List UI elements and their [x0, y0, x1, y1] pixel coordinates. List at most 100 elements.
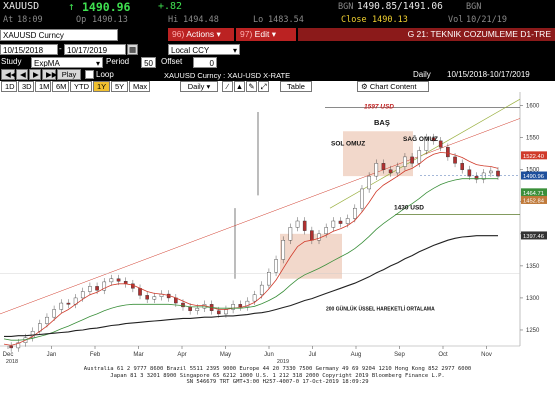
line-chart-icon[interactable]: ∕	[222, 81, 233, 92]
candle-body	[467, 169, 472, 177]
candle-body	[16, 342, 21, 349]
x-tick-label: Mar	[133, 352, 143, 358]
toolbar: XAUUSD Curncy 96) Actions ▾ 97) Edit ▾ G…	[0, 27, 555, 42]
price-chart[interactable]: 12501300135014001450150015501600DecJanFe…	[0, 92, 555, 364]
candle-body	[438, 140, 443, 148]
price-tag	[521, 195, 547, 204]
offset-input[interactable]: 0	[193, 57, 217, 68]
vol-label: Vol	[448, 15, 464, 25]
period-tab-3d[interactable]: 3D	[18, 81, 34, 92]
rewind-button[interactable]: ◀◀	[1, 69, 17, 80]
period-tab-5y[interactable]: 5Y	[111, 81, 128, 92]
start-date-input[interactable]: 10/15/2018	[0, 44, 58, 55]
chart-title: G 21: TEKNIK COZUMLEME D1-TRE	[298, 28, 555, 41]
x-tick-label: Feb	[90, 352, 101, 358]
footer-line-2: Japan 81 3 3201 8900 Singapore 65 6212 1…	[110, 372, 445, 379]
step-back-button[interactable]: ◀	[16, 69, 28, 80]
period-tab-1d[interactable]: 1D	[1, 81, 17, 92]
price-tag-label: 1490.96	[523, 174, 544, 180]
candle-body	[417, 150, 422, 164]
calendar-icon[interactable]: ▦	[127, 44, 138, 55]
ema-annotation: 200 GÜNLÜK ÜSSEL HAREKETLİ ORTALAMA	[326, 306, 435, 313]
candle-body	[331, 220, 336, 228]
end-date-input[interactable]: 10/17/2019	[64, 44, 126, 55]
period-tab-1y[interactable]: 1Y	[93, 81, 110, 92]
x-tick-label: Jul	[309, 352, 317, 358]
expand-icon[interactable]: ⤢	[258, 81, 269, 92]
candle-body	[188, 306, 192, 311]
x-tick-label: Apr	[177, 352, 186, 358]
price-change: +.82	[158, 1, 183, 12]
period-tab-ytd[interactable]: YTD	[70, 81, 92, 92]
loop-label: Loop	[96, 70, 114, 79]
candle-body	[259, 284, 264, 295]
bid-ask: 1490.85/1491.06	[357, 1, 443, 12]
area-chart-icon[interactable]: ▲	[234, 81, 245, 92]
offset-label: Offset	[161, 57, 183, 66]
actions-menu[interactable]: 96) Actions ▾	[168, 28, 234, 41]
fast-forward-button[interactable]: ▶▶	[42, 69, 58, 80]
security-description: XAUUSD Curncy : XAU-USD X-RATE	[164, 71, 291, 80]
year-label: 2018	[6, 359, 18, 364]
last-price: 1490.96	[82, 0, 131, 14]
candle-body	[403, 156, 407, 167]
footer: Australia 61 2 9777 8600 Brazil 5511 239…	[0, 364, 555, 400]
play-row: ◀◀ ◀ ▶ ▶▶ Play Loop XAUUSD Curncy : XAU-…	[0, 69, 555, 81]
date-range-label: 10/15/2018-10/17/2019	[447, 70, 530, 79]
y-tick-label: 1500	[526, 168, 540, 174]
annotate-icon[interactable]: ✎	[246, 81, 257, 92]
chart-svg: 12501300135014001450150015501600DecJanFe…	[0, 92, 547, 364]
candle-body	[145, 295, 149, 300]
frequency-select-value: Daily	[187, 82, 205, 91]
y-tick-label: 1550	[526, 136, 540, 142]
candle-body	[95, 286, 99, 291]
candle-body	[395, 166, 400, 174]
period-input[interactable]: 50	[141, 57, 156, 68]
candle-body	[367, 175, 371, 190]
period-tab-6m[interactable]: 6M	[52, 81, 69, 92]
candle-body	[102, 281, 107, 291]
candle-body	[109, 278, 114, 283]
candle-body	[45, 316, 49, 324]
study-select-value: ExpMA	[34, 59, 60, 68]
chart-content-button[interactable]: ⚙ Chart Content	[357, 81, 429, 92]
right-shoulder-annotation: SAĞ OMUZ	[403, 134, 438, 143]
source-label: BGN	[338, 2, 354, 12]
step-forward-button[interactable]: ▶	[29, 69, 41, 80]
candle-body	[295, 220, 300, 228]
series-line-ema200	[4, 235, 498, 337]
period-tab-max[interactable]: Max	[129, 81, 150, 92]
x-tick-label: Dec	[3, 352, 14, 358]
play-button[interactable]: Play	[57, 69, 81, 80]
candle-body	[88, 286, 92, 292]
candle-body	[281, 240, 286, 260]
study-select[interactable]: ExpMA ▾	[31, 57, 103, 68]
candle-body	[338, 220, 343, 224]
candle-body	[238, 304, 243, 308]
candle-body	[216, 310, 221, 315]
period-tab-1m[interactable]: 1M	[35, 81, 51, 92]
ticker: XAUUSD	[3, 1, 40, 12]
candle-body	[410, 156, 414, 164]
range-tabs-row: 1D 3D 1M 6M YTD 1Y 5Y Max Daily ▾ ∕ ▲ ✎ ⤢ Table…	[0, 81, 555, 92]
table-button[interactable]: Table	[280, 81, 312, 92]
candle-body	[474, 175, 479, 180]
edit-menu[interactable]: 97) Edit ▾	[236, 28, 296, 41]
price-tag	[521, 188, 547, 197]
low-value: 1483.54	[268, 15, 304, 25]
close-label: Close	[341, 15, 367, 25]
footer-line-1: Australia 61 2 9777 8600 Brazil 5511 239…	[83, 366, 472, 372]
source-label-2: BGN	[466, 2, 482, 12]
series-line-ema50	[3, 178, 498, 341]
candle-body	[388, 169, 393, 174]
loop-checkbox[interactable]	[85, 70, 94, 79]
edit-number: 97)	[240, 29, 253, 39]
candle-body	[453, 156, 457, 164]
currency-select[interactable]: Local CCY ▾	[168, 44, 240, 55]
candle-body	[496, 170, 500, 177]
frequency-select[interactable]: Daily ▾	[180, 81, 218, 92]
candle-body	[317, 233, 321, 241]
security-field[interactable]: XAUUSD Curncy	[0, 29, 118, 41]
candle-body	[252, 294, 257, 302]
chevron-down-icon: ▾	[271, 29, 276, 39]
